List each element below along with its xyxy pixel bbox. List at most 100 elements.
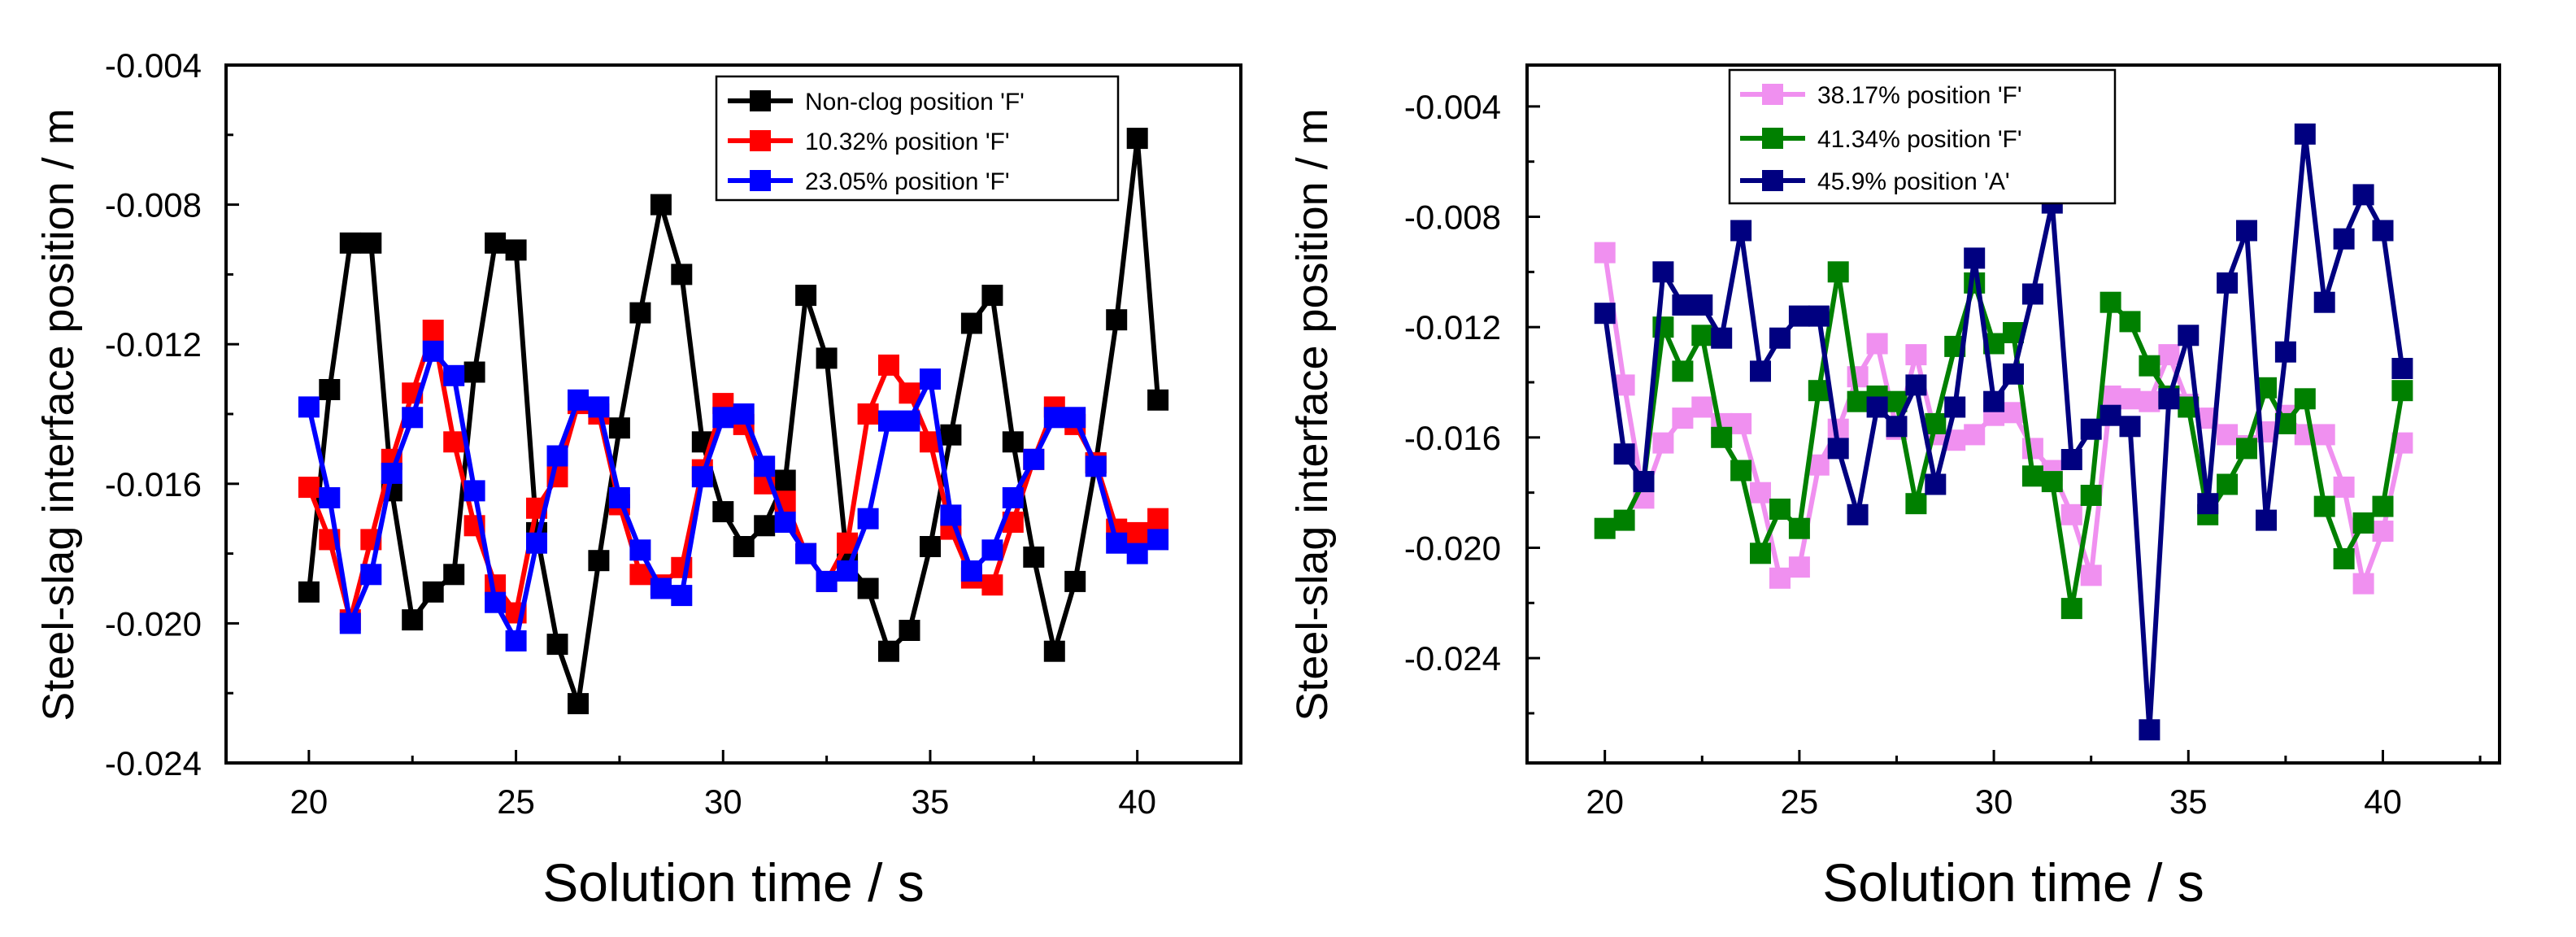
chart-right-series-2-point bbox=[2372, 220, 2394, 242]
chart-left-series-2-point bbox=[754, 455, 776, 477]
chart-left-series-0-point bbox=[443, 564, 465, 586]
chart-left-series-0-point bbox=[1043, 640, 1065, 662]
chart-left-series-0-point bbox=[795, 285, 817, 307]
chart-left-series-0 bbox=[298, 128, 1169, 715]
chart-left-series-2-point bbox=[691, 466, 713, 488]
chart-right-series-0-point bbox=[1652, 432, 1674, 454]
chart-left-series-2-point bbox=[878, 410, 899, 432]
chart-right-series-2-point bbox=[2119, 416, 2141, 438]
chart-left-series-1-point bbox=[422, 320, 444, 341]
chart-right-series-2-point bbox=[2100, 404, 2121, 426]
chart-right-series-2-line bbox=[1602, 131, 2405, 733]
chart-right-series-2-point bbox=[1788, 305, 1810, 327]
chart-left-series-0-point bbox=[402, 609, 424, 631]
chart-right-series-1-point bbox=[2372, 495, 2394, 517]
chart-left-series-0-point bbox=[899, 620, 920, 641]
chart-right-series-1-point bbox=[1711, 426, 1733, 448]
chart-right-series-2-point bbox=[2003, 363, 2024, 385]
chart-right-series-2-point bbox=[2294, 123, 2316, 145]
chart-right-series-1-point bbox=[1788, 517, 1810, 539]
chart-left-series-2-point bbox=[1023, 448, 1045, 470]
legend-marker-38-17 bbox=[1762, 84, 1783, 105]
chart-right-series-2-point bbox=[2158, 388, 2180, 410]
chart-right-x-ticks: 20 25 30 35 40 bbox=[1586, 750, 2482, 821]
chart-left-series-0-point bbox=[650, 194, 672, 216]
chart-left-series-2-point bbox=[712, 407, 734, 429]
chart-right-series-2-point bbox=[2236, 220, 2257, 242]
chart-left-series-2-point bbox=[837, 560, 859, 582]
chart-left-series-0-point bbox=[733, 536, 755, 557]
chart-right-y-tick-label: -0.020 bbox=[1404, 529, 1501, 567]
chart-right-series-2-point bbox=[1750, 360, 1771, 382]
chart-right-y-tick-label: -0.008 bbox=[1404, 198, 1501, 237]
chart-right-series-1-point bbox=[2352, 512, 2374, 534]
chart-right-series-1 bbox=[1594, 261, 2413, 620]
chart-left-series-1-line bbox=[307, 328, 1160, 623]
chart-left-y-axis-title: Steel-slag interface position / m bbox=[34, 108, 83, 721]
chart-left-y-ticks: -0.004 -0.008 -0.012 -0.016 -0.020 -0.024 bbox=[105, 46, 239, 782]
chart-left-series-0-point bbox=[588, 550, 610, 572]
chart-left-series-2-point bbox=[795, 543, 817, 564]
chart-left-series-0-point bbox=[568, 693, 589, 715]
chart-right-series-0-point bbox=[2139, 390, 2160, 412]
chart-left-legend: Non-clog position 'F' 10.32% position 'F… bbox=[715, 75, 1120, 202]
chart-left-series-2-point bbox=[608, 487, 630, 508]
chart-right-y-tick-label: -0.012 bbox=[1404, 308, 1501, 346]
chart-left-x-ticks: 20 25 30 35 40 bbox=[290, 750, 1242, 821]
chart-right-series-2 bbox=[1594, 123, 2413, 741]
chart-left-x-axis-title: Solution time / s bbox=[542, 852, 925, 913]
chart-left-series-0-point bbox=[671, 264, 693, 285]
chart-left-series-1-point bbox=[857, 403, 879, 425]
chart-right-series-1-point bbox=[1672, 360, 1694, 382]
chart-right-series-0-point bbox=[2333, 476, 2355, 498]
chart-right-series-0-point bbox=[2313, 424, 2335, 446]
chart-left-y-tick-label: -0.024 bbox=[105, 744, 202, 782]
legend-marker-41-34 bbox=[1762, 128, 1783, 149]
chart-left-series-0-point bbox=[940, 424, 962, 446]
chart-left-series-2-point bbox=[1002, 487, 1024, 508]
chart-left-y-tick-label: -0.004 bbox=[105, 46, 202, 85]
chart-left-x-tick-label: 20 bbox=[290, 782, 329, 821]
legend-marker-10-32 bbox=[750, 130, 771, 151]
chart-right-series-2-point bbox=[1905, 374, 1927, 396]
chart-right-series-2-point bbox=[1847, 503, 1869, 525]
chart-right-series-1-point bbox=[1613, 509, 1635, 531]
chart-left-series-0-point bbox=[1064, 570, 1086, 592]
chart-left-series-2-point bbox=[920, 368, 941, 390]
chart-left-series-0-point bbox=[463, 361, 485, 383]
legend-marker-non-clog bbox=[750, 90, 771, 111]
chart-left-x-tick-label: 25 bbox=[497, 782, 535, 821]
chart-right-series-1-point bbox=[1925, 412, 1947, 434]
chart-left-series-0-point bbox=[485, 232, 507, 254]
chart-right-series-1-point bbox=[2041, 471, 2063, 493]
chart-left-series-0-point bbox=[608, 417, 630, 439]
legend-marker-45-9 bbox=[1762, 170, 1783, 191]
chart-left-series-1-point bbox=[878, 354, 899, 376]
chart-left-series-2-point bbox=[485, 591, 507, 613]
chart-right-series-2-point bbox=[2021, 283, 2043, 305]
chart-left-series-2-point bbox=[381, 462, 402, 484]
chart-left-data-layer bbox=[298, 128, 1169, 715]
chart-right-y-tick-label: -0.004 bbox=[1404, 88, 1501, 126]
chart-right-series-1-point bbox=[2391, 380, 2413, 402]
chart-left-series-1-point bbox=[298, 477, 320, 499]
chart-right-data-layer bbox=[1594, 123, 2413, 741]
legend-label-non-clog: Non-clog position 'F' bbox=[805, 89, 1025, 115]
chart-left-series-0-point bbox=[298, 581, 320, 603]
chart-right-series-1-point bbox=[2294, 388, 2316, 410]
chart-right-series-0-point bbox=[2119, 388, 2141, 410]
chart-right-series-0-point bbox=[1730, 412, 1752, 434]
chart-left-series-2-point bbox=[816, 570, 838, 592]
chart-right-series-0-point bbox=[1905, 344, 1927, 366]
legend-label-23-05: 23.05% position 'F' bbox=[805, 168, 1010, 195]
chart-right-series-0-point bbox=[2352, 573, 2374, 595]
chart-right-series-2-point bbox=[1964, 247, 1986, 269]
chart-left-series-0-point bbox=[1106, 309, 1128, 331]
legend-label-38-17: 38.17% position 'F' bbox=[1817, 82, 2022, 109]
chart-left-x-tick-label: 40 bbox=[1118, 782, 1156, 821]
chart-right-series-2-point bbox=[1866, 396, 1888, 418]
chart-left-series-0-point bbox=[422, 581, 444, 603]
chart-left-series-0-point bbox=[1023, 546, 1045, 568]
chart-left-y-tick-label: -0.012 bbox=[105, 325, 202, 364]
chart-left-series-2-point bbox=[1064, 407, 1086, 429]
